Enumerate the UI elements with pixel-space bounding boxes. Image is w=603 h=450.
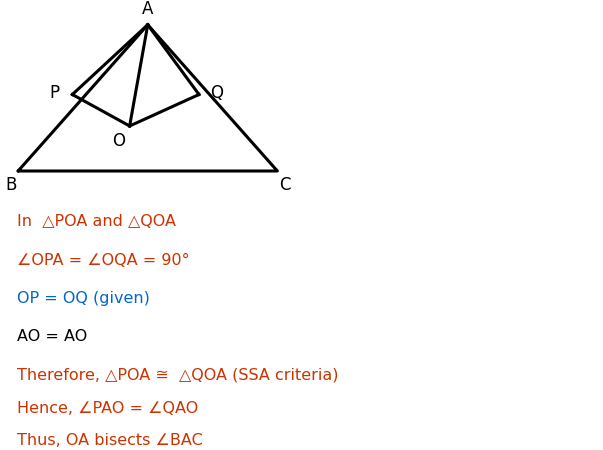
Text: In  △POA and △QOA: In △POA and △QOA — [17, 215, 176, 230]
Text: OP = OQ (given): OP = OQ (given) — [17, 291, 150, 306]
Text: Q: Q — [210, 84, 223, 102]
Text: P: P — [49, 84, 59, 102]
Text: C: C — [279, 176, 291, 194]
Text: Thus, OA bisects ∠BAC: Thus, OA bisects ∠BAC — [17, 433, 203, 448]
Text: AO = AO: AO = AO — [17, 329, 87, 344]
Text: Therefore, △POA ≅  △QOA (SSA criteria): Therefore, △POA ≅ △QOA (SSA criteria) — [17, 368, 338, 382]
Text: O: O — [112, 132, 125, 150]
Text: B: B — [5, 176, 16, 194]
Text: ∠OPA = ∠OQA = 90°: ∠OPA = ∠OQA = 90° — [17, 253, 189, 268]
Text: A: A — [142, 0, 153, 18]
Text: Hence, ∠PAO = ∠QAO: Hence, ∠PAO = ∠QAO — [17, 401, 198, 416]
